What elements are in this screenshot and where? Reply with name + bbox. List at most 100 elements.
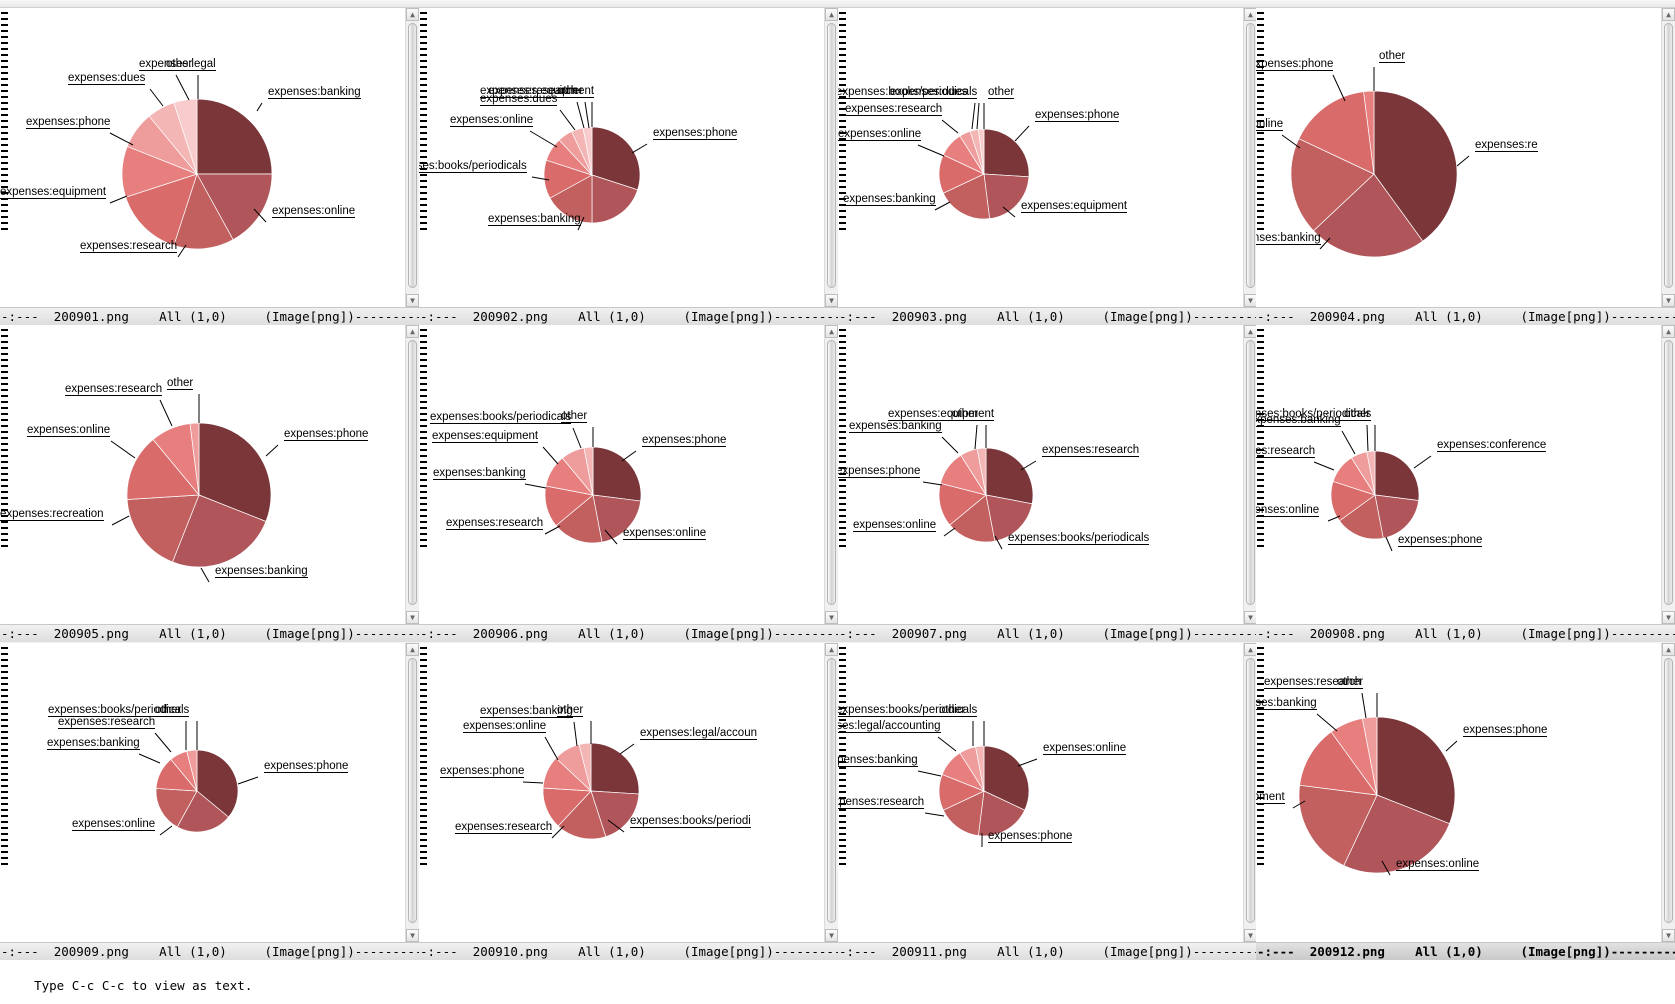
vertical-scrollbar[interactable]: ▲ ▼ [824,8,838,307]
scroll-down-arrow-icon[interactable]: ▼ [406,929,419,942]
vertical-scrollbar[interactable]: ▲ ▼ [824,325,838,624]
scroll-up-arrow-icon[interactable]: ▲ [406,643,419,656]
vertical-scrollbar[interactable]: ▲ ▼ [405,8,419,307]
scrollbar-thumb[interactable] [408,23,417,288]
mode-line-gap1 [548,944,578,959]
mode-line[interactable]: -:--- 200911.png All (1,0) (Image[png])-… [838,942,1257,960]
emacs-window-200907[interactable]: expenses:research expenses:books/periodic… [838,325,1257,642]
scrollbar-thumb[interactable] [408,340,417,605]
scroll-down-arrow-icon[interactable]: ▼ [825,929,838,942]
scrollbar-thumb[interactable] [827,340,836,605]
scroll-down-arrow-icon[interactable]: ▼ [825,294,838,307]
emacs-window-200909[interactable]: expenses:phone expenses:online expenses:ba… [0,643,419,960]
scroll-down-arrow-icon[interactable]: ▼ [1662,929,1675,942]
buffer-area[interactable]: expenses:re expenses:banking expenses:onli… [1256,8,1675,307]
emacs-window-200912[interactable]: expenses:phone expenses:online xpenses:equ… [1256,643,1675,960]
vertical-scrollbar[interactable]: ▲ ▼ [824,643,838,942]
scrollbar-thumb[interactable] [1664,658,1673,923]
scroll-up-arrow-icon[interactable]: ▲ [406,8,419,21]
scrollbar-thumb[interactable] [408,658,417,923]
buffer-area[interactable]: expenses:phone expenses:equipment expenses… [838,8,1257,307]
mode-line[interactable]: -:--- 200907.png All (1,0) (Image[png])-… [838,624,1257,642]
buffer-area[interactable]: expenses:research expenses:books/periodic… [838,325,1257,624]
emacs-window-200903[interactable]: expenses:phone expenses:equipment expenses… [838,8,1257,325]
buffer-area[interactable]: expenses:online expenses:phone expenses:re… [838,643,1257,942]
scroll-up-arrow-icon[interactable]: ▲ [1244,8,1257,21]
vertical-scrollbar[interactable]: ▲ ▼ [1661,325,1675,624]
buffer-area[interactable]: expenses:phone expenses:online expenses:ba… [0,643,419,942]
emacs-window-200901[interactable]: expenses:banking expenses:online expenses:… [0,8,419,325]
mode-line[interactable]: -:--- 200909.png All (1,0) (Image[png])-… [0,942,419,960]
buffer-area[interactable]: expenses:phone expenses:banking expenses:r… [0,325,419,624]
emacs-window-200905[interactable]: expenses:phone expenses:banking expenses:r… [0,325,419,642]
scroll-up-arrow-icon[interactable]: ▲ [1662,325,1675,338]
scrollbar-thumb[interactable] [827,658,836,923]
scroll-up-arrow-icon[interactable]: ▲ [825,325,838,338]
mode-line[interactable]: -:--- 200910.png All (1,0) (Image[png])-… [419,942,838,960]
pie-slice-label: expenses:research [1256,445,1316,458]
emacs-window-200906[interactable]: expenses:phone expenses:online expenses:re… [419,325,838,642]
mode-line[interactable]: -:--- 200905.png All (1,0) (Image[png])-… [0,624,419,642]
vertical-scrollbar[interactable]: ▲ ▼ [1243,643,1257,942]
label-leader-line [917,770,942,777]
pie-slice-label: expenses:phone [1463,724,1548,737]
scrollbar-thumb[interactable] [1246,658,1255,923]
pie-slice [983,128,1030,178]
buffer-area[interactable]: expenses:conference expenses:phone expense… [1256,325,1675,624]
scrollbar-thumb[interactable] [1664,23,1673,288]
buffer-area[interactable]: expenses:phone expenses:online expenses:re… [419,325,838,624]
pie-slice-label: expenses:phone [1398,534,1483,547]
mode-line[interactable]: -:--- 200902.png All (1,0) (Image[png])-… [419,307,838,325]
scrollbar-thumb[interactable] [827,23,836,288]
scroll-up-arrow-icon[interactable]: ▲ [1662,8,1675,21]
label-leader-line [551,825,565,839]
scroll-up-arrow-icon[interactable]: ▲ [406,325,419,338]
scrollbar-thumb[interactable] [1664,340,1673,605]
scroll-up-arrow-icon[interactable]: ▲ [825,643,838,656]
emacs-window-200904[interactable]: expenses:re expenses:banking expenses:onli… [1256,8,1675,325]
scrollbar-thumb[interactable] [1246,23,1255,288]
emacs-window-200908[interactable]: expenses:conference expenses:phone expense… [1256,325,1675,642]
mode-line[interactable]: -:--- 200906.png All (1,0) (Image[png])-… [419,624,838,642]
label-leader-line [256,102,263,112]
mode-line[interactable]: -:--- 200903.png All (1,0) (Image[png])-… [838,307,1257,325]
vertical-scrollbar[interactable]: ▲ ▼ [1661,643,1675,942]
mode-line-gap1 [1385,626,1415,641]
pie-slice [592,446,642,502]
mode-line[interactable]: -:--- 200912.png All (1,0) (Image[png])-… [1256,942,1675,960]
scroll-down-arrow-icon[interactable]: ▼ [1662,294,1675,307]
label-leader-line [1332,74,1346,102]
mode-line-buffer-name: 200904.png [1309,309,1385,324]
scroll-down-arrow-icon[interactable]: ▼ [406,294,419,307]
emacs-window-200902[interactable]: expenses:phone expenses:banking enses:book… [419,8,838,325]
pie-slice-label: expenses:phone [988,830,1073,843]
scroll-down-arrow-icon[interactable]: ▼ [406,611,419,624]
scroll-down-arrow-icon[interactable]: ▼ [825,611,838,624]
scroll-down-arrow-icon[interactable]: ▼ [1662,611,1675,624]
buffer-area[interactable]: expenses:legal/accoun expenses:books/peri… [419,643,838,942]
mode-line-buffer-name: 200909.png [53,944,129,959]
label-leader-line [524,483,547,489]
emacs-toolbar[interactable] [0,0,1675,8]
label-leader-line [934,201,951,211]
buffer-area[interactable]: expenses:banking expenses:online expenses:… [0,8,419,307]
scrollbar-thumb[interactable] [1246,340,1255,605]
mode-line[interactable]: -:--- 200901.png All (1,0) (Image[png])-… [0,307,419,325]
mode-line-gap1 [548,309,578,324]
vertical-scrollbar[interactable]: ▲ ▼ [1243,325,1257,624]
scroll-up-arrow-icon[interactable]: ▲ [825,8,838,21]
vertical-scrollbar[interactable]: ▲ ▼ [405,643,419,942]
vertical-scrollbar[interactable]: ▲ ▼ [1243,8,1257,307]
pie-slice [196,749,239,818]
pie-slice [942,173,991,220]
buffer-area[interactable]: expenses:phone expenses:banking enses:book… [419,8,838,307]
mode-line[interactable]: -:--- 200908.png All (1,0) (Image[png])-… [1256,624,1675,642]
mode-line[interactable]: -:--- 200904.png All (1,0) (Image[png])-… [1256,307,1675,325]
emacs-window-200910[interactable]: expenses:legal/accoun expenses:books/peri… [419,643,838,960]
buffer-area[interactable]: expenses:phone expenses:online xpenses:equ… [1256,643,1675,942]
scroll-up-arrow-icon[interactable]: ▲ [1662,643,1675,656]
pie-slice [176,790,230,833]
vertical-scrollbar[interactable]: ▲ ▼ [405,325,419,624]
vertical-scrollbar[interactable]: ▲ ▼ [1661,8,1675,307]
emacs-window-200911[interactable]: expenses:online expenses:phone expenses:re… [838,643,1257,960]
